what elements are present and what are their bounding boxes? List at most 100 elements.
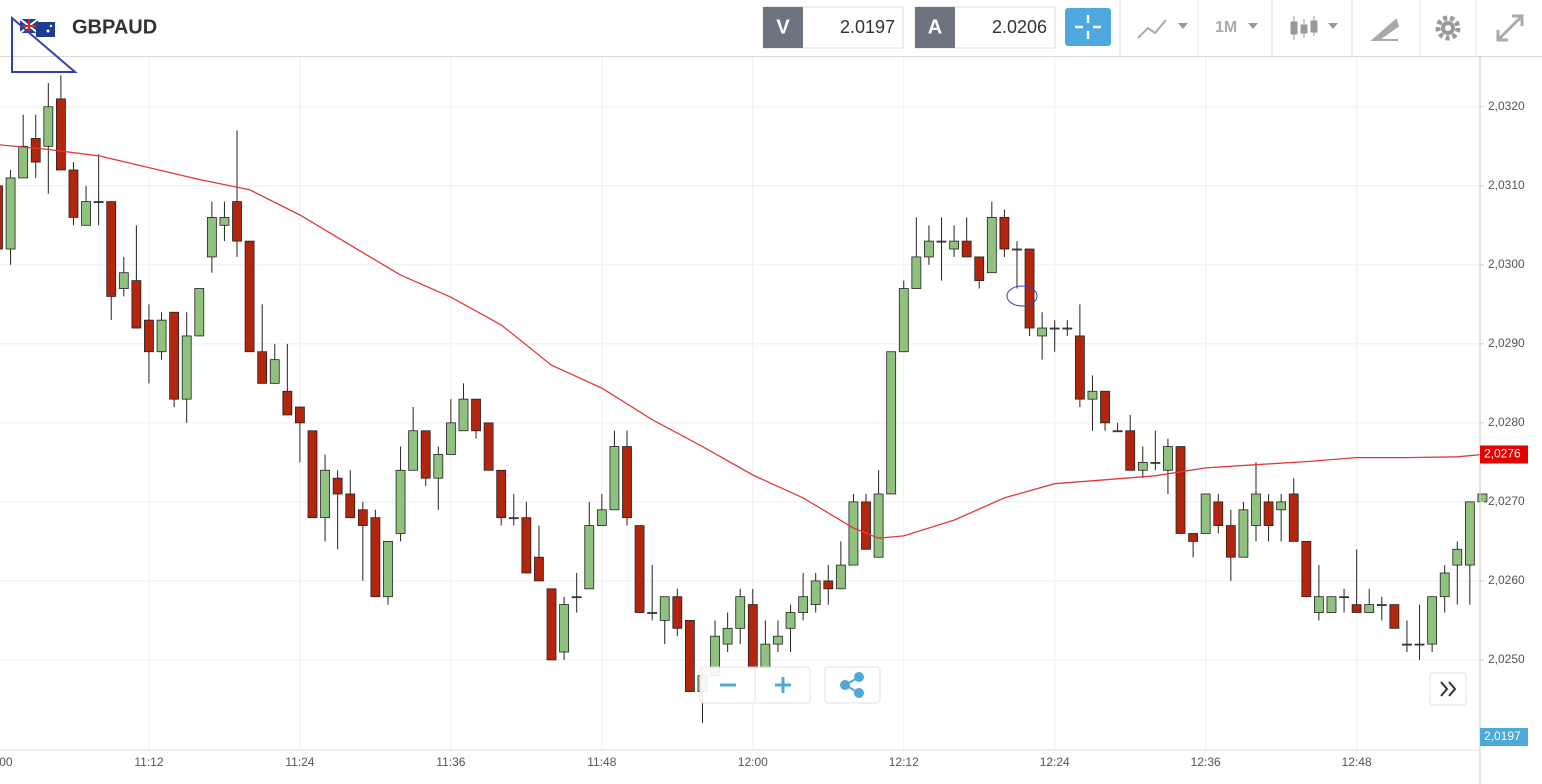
- x-tick-label: 11:48: [587, 755, 616, 769]
- dropdown-caret: [1178, 23, 1188, 29]
- y-tick-label: 2,0280: [1488, 415, 1525, 429]
- candle-body: [898, 288, 909, 353]
- dropdown-caret: [1328, 23, 1338, 29]
- candle-body: [1087, 390, 1098, 400]
- candle-body: [1351, 604, 1362, 613]
- settings-icon[interactable]: [1435, 15, 1461, 41]
- x-tick-label: 11:12: [134, 755, 163, 769]
- timeframe[interactable]: 1M: [1215, 19, 1237, 36]
- candle-body: [534, 556, 544, 582]
- candle-body: [609, 446, 620, 511]
- candle-body: [345, 493, 356, 519]
- candle-body: [18, 145, 29, 179]
- candle-body: [5, 177, 16, 250]
- candle-body: [986, 217, 997, 274]
- candle-body: [282, 390, 293, 416]
- drawn-ellipse[interactable]: [1006, 285, 1038, 307]
- dropdown-caret: [1248, 23, 1258, 29]
- candle-body: [445, 422, 456, 455]
- y-tick-label: 2,0310: [1488, 178, 1525, 192]
- candle-body: [1225, 525, 1236, 558]
- sell-label: V: [776, 16, 790, 38]
- candle-body: [295, 406, 305, 424]
- candle-body: [1112, 430, 1123, 433]
- candle-body: [232, 201, 242, 242]
- buy-label-bg: [915, 7, 955, 48]
- candle-body: [194, 288, 205, 337]
- candle-body: [1150, 461, 1161, 464]
- price-tag: [1480, 728, 1528, 746]
- chart-type-icon[interactable]: [1137, 19, 1167, 39]
- fullscreen-icon[interactable]: [1496, 14, 1524, 42]
- y-tick-label: 2,0260: [1488, 573, 1525, 587]
- candle-body: [1137, 461, 1148, 471]
- zoom-in[interactable]: [775, 677, 791, 693]
- candle-body: [735, 596, 746, 629]
- candle-body: [1326, 596, 1337, 613]
- x-tick-label: 12:24: [1040, 755, 1070, 769]
- candle-body: [43, 106, 54, 147]
- candle-body: [747, 604, 758, 669]
- candle-body: [685, 620, 695, 692]
- candle-body: [949, 240, 959, 250]
- share-icon: [840, 672, 864, 698]
- candle-body: [508, 517, 519, 520]
- candle-body: [1364, 604, 1375, 613]
- candle-body: [1439, 572, 1450, 598]
- crosshair-button[interactable]: [1065, 8, 1111, 46]
- share-button[interactable]: [824, 666, 881, 704]
- y-tick-label: 2,0320: [1488, 99, 1525, 113]
- candle-body: [911, 256, 922, 289]
- candle-body: [307, 430, 318, 519]
- candle-body: [1263, 501, 1274, 526]
- candle-body: [1288, 493, 1299, 542]
- candle-body: [999, 217, 1010, 250]
- candle-body: [1238, 509, 1249, 558]
- candle-body: [131, 280, 142, 329]
- candle-body: [181, 335, 192, 400]
- candle-body: [785, 612, 796, 629]
- candle-body: [370, 517, 381, 598]
- candles-icon[interactable]: [1290, 16, 1318, 40]
- candle-body: [357, 509, 368, 526]
- candle-body: [659, 596, 670, 621]
- candle-body: [1074, 335, 1085, 400]
- price-tag: [1480, 445, 1528, 464]
- candle-body: [622, 446, 632, 519]
- candle-body: [383, 540, 393, 598]
- candle-body: [1376, 604, 1387, 607]
- drawn-triangle[interactable]: [11, 15, 78, 73]
- candle-body: [1100, 390, 1110, 424]
- candle-body: [773, 635, 783, 645]
- candle-body: [1012, 248, 1022, 251]
- x-tick-label: 12:36: [1191, 755, 1221, 769]
- candle-body: [521, 517, 532, 574]
- candle-body: [546, 588, 557, 661]
- x-tick-label: 12:12: [889, 755, 919, 769]
- x-tick-label: 11:00: [0, 755, 13, 769]
- candle-body: [861, 501, 871, 550]
- candle-body: [1276, 501, 1287, 511]
- candle-body: [1188, 533, 1198, 542]
- candle-body: [823, 580, 834, 590]
- draw-icon[interactable]: [1370, 18, 1400, 41]
- x-tick-label: 11:24: [285, 755, 314, 769]
- candle-body: [81, 201, 91, 226]
- candle-body: [1163, 446, 1173, 471]
- candle-body: [169, 311, 180, 400]
- candle-body: [835, 564, 846, 590]
- candle-body: [924, 240, 934, 258]
- buy-price: 2.0206: [992, 17, 1047, 37]
- candle-body: [257, 351, 268, 384]
- crosshair-icon: [1075, 15, 1101, 39]
- candle-body: [1427, 596, 1438, 645]
- candle-body: [68, 169, 79, 218]
- candle-body: [433, 454, 444, 479]
- candle-body: [810, 580, 821, 606]
- candle-body: [1175, 446, 1186, 534]
- x-tick-label: 11:36: [436, 755, 465, 769]
- candle-body: [483, 422, 494, 471]
- scroll-end-icon: [1440, 681, 1457, 697]
